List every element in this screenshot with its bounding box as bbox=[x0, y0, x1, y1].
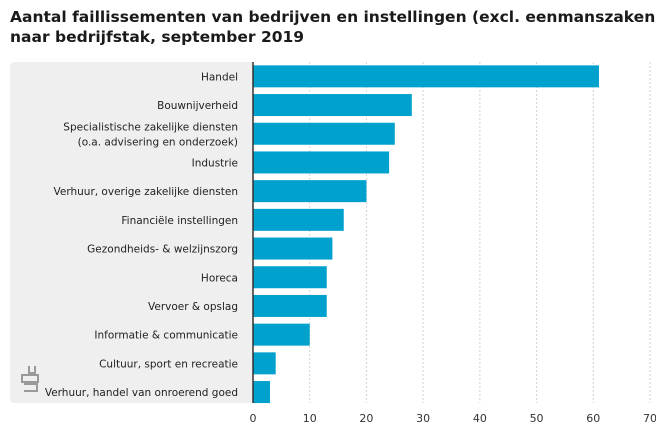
category-label: Financiële instellingen bbox=[121, 215, 238, 227]
category-label: Cultuur, sport en recreatie bbox=[99, 358, 238, 370]
x-tick-label: 60 bbox=[586, 412, 600, 425]
chart-title-line-1: Aantal faillissementen van bedrijven en … bbox=[10, 8, 656, 26]
x-tick-label: 40 bbox=[473, 412, 487, 425]
x-tick-label: 20 bbox=[359, 412, 373, 425]
category-label: Gezondheids- & welzijnszorg bbox=[87, 244, 238, 256]
category-label: Specialistische zakelijke diensten bbox=[63, 121, 238, 133]
bar bbox=[253, 151, 390, 174]
category-label: Bouwnijverheid bbox=[157, 100, 238, 112]
bar bbox=[253, 323, 310, 346]
category-label: Industrie bbox=[192, 157, 238, 169]
category-label: Verhuur, handel van onroerend goed bbox=[45, 387, 238, 399]
bar bbox=[253, 352, 276, 375]
x-tick-label: 70 bbox=[643, 412, 656, 425]
category-label: Vervoer & opslag bbox=[148, 301, 238, 313]
x-tick-label: 0 bbox=[250, 412, 257, 425]
bar bbox=[253, 266, 327, 289]
x-tick-label: 30 bbox=[416, 412, 430, 425]
x-tick-label: 50 bbox=[530, 412, 544, 425]
cbs-logo-icon: cbs bbox=[21, 366, 39, 392]
bar bbox=[253, 180, 367, 203]
chart-title: Aantal faillissementen van bedrijven en … bbox=[10, 7, 656, 47]
bar bbox=[253, 381, 271, 404]
bar bbox=[253, 208, 344, 231]
chart-title-line-2: naar bedrijfstak, september 2019 bbox=[10, 28, 305, 46]
bar bbox=[253, 294, 327, 317]
category-label: Informatie & communicatie bbox=[94, 330, 238, 342]
bar bbox=[253, 122, 395, 145]
bar bbox=[253, 237, 333, 260]
category-label-panel bbox=[10, 62, 253, 403]
category-label: Handel bbox=[201, 71, 238, 83]
category-label: Horeca bbox=[201, 272, 238, 284]
category-label: (o.a. advisering en onderzoek) bbox=[78, 136, 238, 148]
category-label: Verhuur, overige zakelijke diensten bbox=[54, 186, 238, 198]
bar bbox=[253, 65, 599, 88]
bar bbox=[253, 94, 412, 117]
x-tick-label: 10 bbox=[303, 412, 317, 425]
